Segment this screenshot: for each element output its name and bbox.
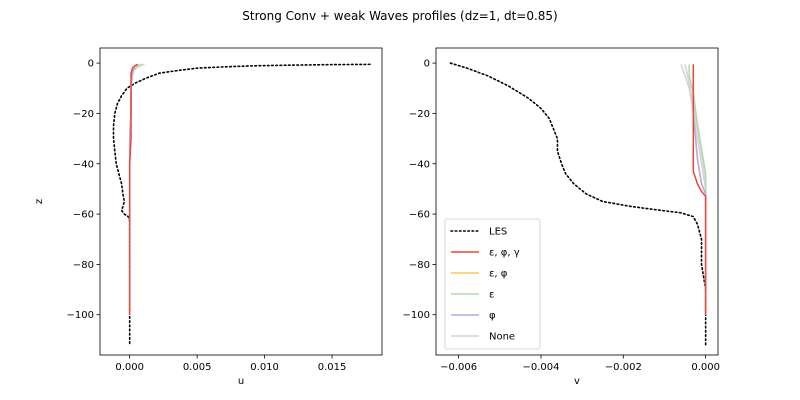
x-tick-label: 0.015 [318,362,347,373]
series-group [112,63,371,346]
y-tick-label: −100 [403,310,430,321]
axes-frame [99,47,383,356]
y-tick-label: −60 [73,210,94,221]
x-axis-label: v [574,376,580,387]
y-tick-label: −20 [73,109,94,120]
y-tick-label: −40 [73,159,94,170]
legend-entry-label: ε [489,290,494,301]
y-tick-label: −20 [409,109,430,120]
panels-group: 0.000 0.005 0.010 0.015 0 −20 −40 −60 −80 −100 u z −… [34,47,720,387]
chart-panel-2: −0.006 −0.004 −0.002 0.000 0 −20 −40 −60 −80 −100… [403,47,720,387]
legend-entry-label: φ [489,311,496,322]
legend-box [444,218,541,350]
y-axis-label: z [34,199,45,204]
legend: LES ε, φ, γ ε, φ εφ None [444,218,541,350]
x-tick-label: 0.000 [115,362,144,373]
y-tick-label: −80 [409,260,430,271]
legend-entry-label: None [489,332,515,343]
y-tick-label: 0 [88,59,94,70]
y-tick-label: −80 [73,260,94,271]
x-tick-label: −0.002 [605,362,642,373]
series-group [449,62,707,346]
x-tick-label: 0.005 [183,362,212,373]
x-tick-label: −0.004 [522,362,559,373]
legend-entry-label: ε, φ, γ [489,248,520,259]
legend-entry-label: ε, φ [489,269,508,280]
x-tick-label: 0.000 [691,362,720,373]
y-tick-label: 0 [424,59,430,70]
x-tick-label: 0.010 [250,362,279,373]
y-tick-label: −60 [409,210,430,221]
series-line-les-0 [449,62,707,346]
chart-panel-1: 0.000 0.005 0.010 0.015 0 −20 −40 −60 −80 −100 u z [34,47,383,387]
y-tick-label: −100 [67,310,94,321]
series-line--6 [692,64,707,315]
series-line--5 [128,63,139,315]
x-axis-label: u [238,376,244,387]
legend-entry-label: LES [489,227,507,238]
x-tick-label: −0.006 [440,362,477,373]
y-tick-label: −40 [409,159,430,170]
axes-frame [435,47,719,356]
figure-title: Strong Conv + weak Waves profiles (dz=1,… [242,9,557,23]
